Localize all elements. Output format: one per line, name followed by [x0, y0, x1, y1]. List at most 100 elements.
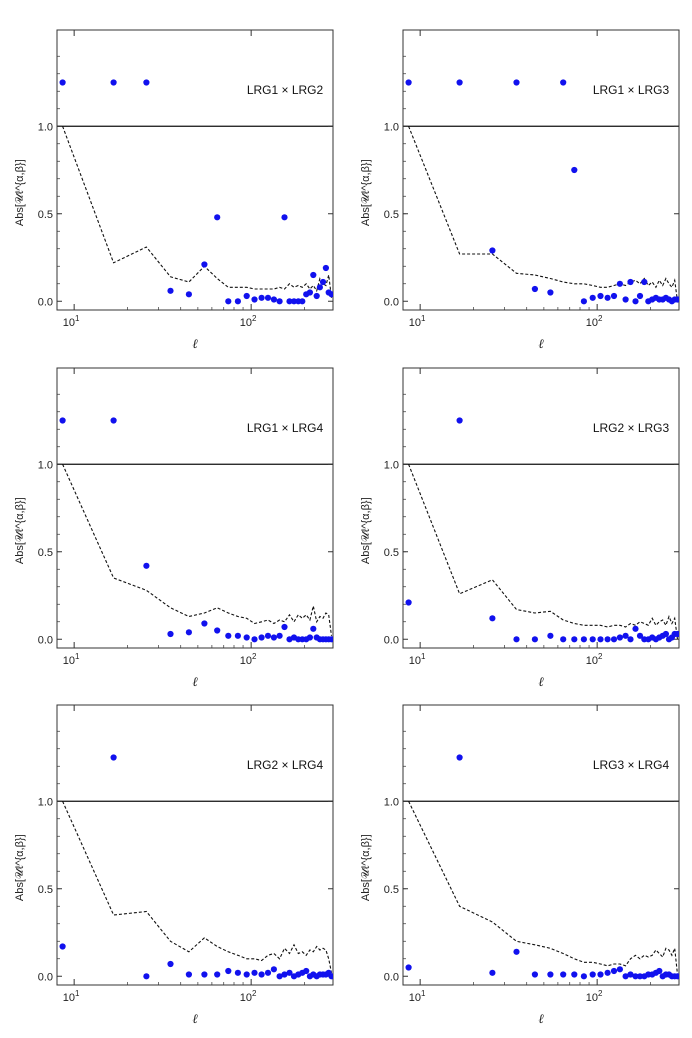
x-axis-label: ℓ	[192, 674, 198, 689]
data-point	[489, 247, 496, 254]
x-tick-label: 102	[586, 989, 603, 1004]
data-point	[201, 971, 208, 978]
data-point	[264, 632, 272, 639]
panel-title: LRG1 × LRG2	[247, 83, 324, 97]
panel-title: LRG1 × LRG4	[247, 421, 324, 435]
data-point	[234, 632, 241, 639]
chart-panel-3: 0.0 0.5 1.0 101 102 ℓ Abs[𝒰ℓ^{α,β}] LRG1 × LRG4	[14, 367, 334, 689]
data-point	[632, 625, 639, 632]
y-tick-label: 0.0	[38, 971, 53, 983]
data-point	[59, 943, 66, 950]
chart-panel-1: 0.0 0.5 1.0 101 102 ℓ Abs[𝒰ℓ^{α,β}] LRG1 × LRG2	[14, 29, 334, 351]
data-point	[627, 971, 634, 978]
data-point	[632, 298, 639, 305]
data-point	[167, 960, 174, 968]
data-point	[636, 973, 644, 980]
data-point	[513, 79, 520, 86]
data-point	[286, 298, 293, 305]
chart-panel-6: 0.0 0.5 1.0 101 102 ℓ Abs[𝒰ℓ^{α,β}] LRG3 × LRG4	[360, 704, 680, 1026]
panel-title: LRG2 × LRG3	[593, 421, 670, 435]
data-point	[167, 287, 174, 294]
data-point	[328, 973, 333, 980]
data-point	[306, 634, 313, 641]
data-point	[276, 632, 283, 639]
data-point	[641, 278, 648, 286]
data-point	[571, 971, 578, 978]
data-point	[547, 289, 554, 296]
data-point	[571, 166, 578, 174]
x-tick-label: 101	[63, 314, 80, 329]
plot-frame	[56, 367, 334, 649]
data-point	[167, 630, 174, 638]
y-axis-label: Abs[𝒰ℓ^{α,β}]	[14, 497, 26, 564]
data-point	[110, 754, 117, 761]
data-point	[322, 264, 329, 272]
data-point	[214, 214, 221, 221]
plot-frame	[402, 367, 680, 649]
data-point	[531, 636, 539, 643]
x-tick-label: 101	[409, 989, 426, 1004]
data-point	[276, 298, 283, 305]
data-point	[225, 298, 232, 305]
data-point	[627, 278, 634, 286]
data-point	[270, 296, 277, 303]
data-point	[243, 292, 250, 300]
dashed-series-line	[62, 801, 333, 973]
data-point	[405, 79, 412, 86]
data-point	[513, 636, 520, 643]
x-tick-label: 101	[63, 989, 80, 1004]
y-tick-label: 0.5	[384, 547, 399, 559]
data-point	[560, 971, 567, 978]
data-point	[270, 966, 277, 973]
data-point	[489, 615, 496, 622]
data-point	[589, 636, 596, 643]
y-tick-label: 0.0	[38, 634, 53, 646]
data-point	[316, 284, 323, 291]
x-axis-label: ℓ	[192, 336, 198, 351]
y-tick-label: 0.5	[384, 209, 399, 221]
data-point	[610, 967, 618, 975]
dashed-series-line	[408, 801, 679, 975]
data-point	[604, 294, 611, 301]
x-tick-label: 101	[63, 652, 80, 667]
data-point	[328, 636, 333, 643]
data-point	[674, 296, 679, 303]
data-point	[59, 79, 66, 86]
data-point	[531, 971, 539, 978]
data-point	[59, 417, 66, 424]
y-axis-label: Abs[𝒰ℓ^{α,β}]	[360, 834, 372, 901]
data-point	[610, 636, 618, 643]
data-point	[270, 634, 277, 641]
y-axis-label: Abs[𝒰ℓ^{α,β}]	[14, 159, 26, 226]
data-point	[143, 79, 150, 86]
y-tick-label: 1.0	[38, 459, 53, 471]
data-point	[225, 632, 232, 639]
y-tick-label: 0.0	[384, 971, 399, 983]
data-point	[201, 261, 208, 268]
data-point	[276, 973, 283, 980]
y-axis-label: Abs[𝒰ℓ^{α,β}]	[360, 159, 372, 226]
data-point	[674, 630, 679, 638]
data-point	[110, 79, 117, 86]
data-point	[597, 971, 604, 978]
data-point	[251, 296, 258, 303]
data-point	[306, 289, 313, 296]
data-point	[328, 291, 333, 298]
data-point	[513, 948, 520, 955]
y-tick-label: 0.5	[384, 884, 399, 896]
x-axis-label: ℓ	[538, 674, 544, 689]
data-point	[303, 967, 310, 975]
data-point	[234, 969, 241, 976]
y-tick-label: 1.0	[384, 796, 399, 808]
data-point	[456, 754, 463, 761]
data-point	[185, 629, 192, 636]
x-tick-label: 102	[240, 652, 257, 667]
x-axis-label: ℓ	[538, 336, 544, 351]
x-tick-label: 101	[409, 652, 426, 667]
data-point	[310, 271, 317, 279]
data-point	[547, 632, 554, 639]
data-point	[405, 599, 412, 606]
data-point	[656, 967, 663, 975]
data-point	[560, 79, 567, 86]
x-tick-label: 102	[586, 314, 603, 329]
